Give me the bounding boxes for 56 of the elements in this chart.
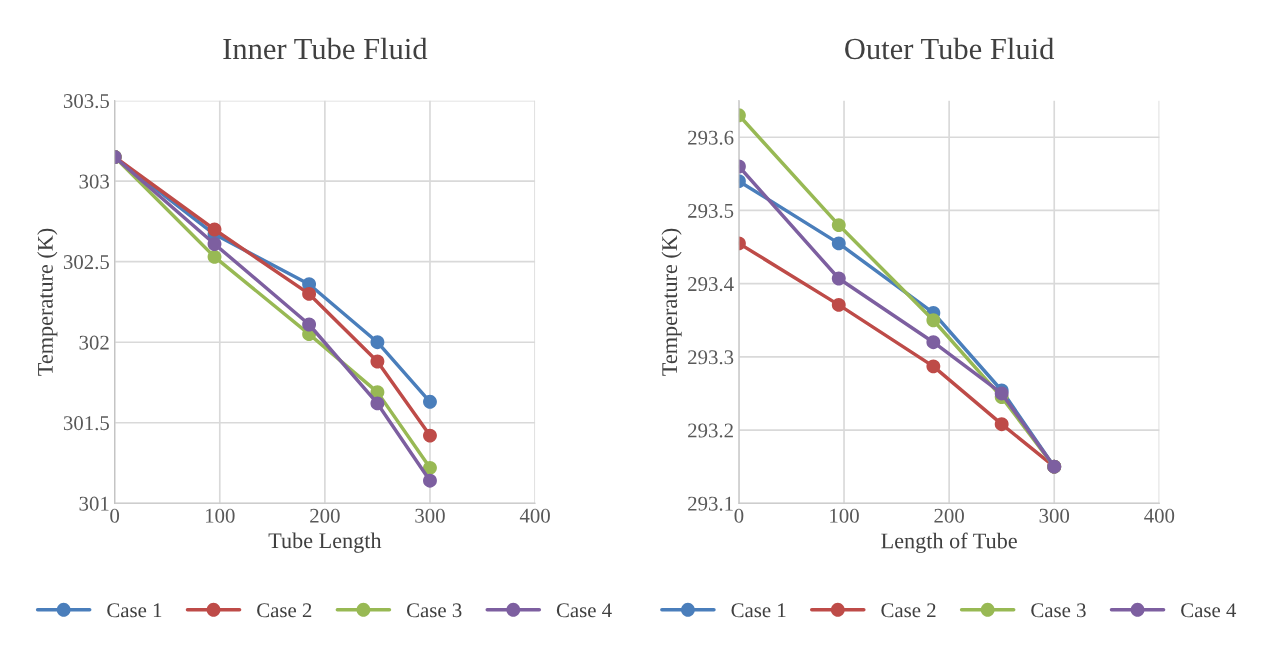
point bbox=[831, 271, 846, 286]
y-tick-label: 301.5 bbox=[63, 416, 109, 431]
point bbox=[370, 335, 385, 350]
y-tick-label: 301 bbox=[79, 496, 109, 511]
legend-label: Case 3 bbox=[406, 603, 462, 618]
y-tick-label: 302.5 bbox=[63, 255, 109, 270]
legend-label: Case 4 bbox=[556, 603, 612, 618]
x-tick-label: 400 bbox=[1144, 508, 1175, 523]
legend-label: Case 1 bbox=[107, 603, 162, 618]
y-tick-label: 293.2 bbox=[688, 423, 733, 438]
point bbox=[302, 286, 317, 301]
point bbox=[423, 460, 437, 475]
point bbox=[926, 335, 941, 350]
y-tick-label: 293.5 bbox=[688, 203, 734, 218]
y-tick-label: 302 bbox=[79, 335, 109, 350]
x-tick-label: 200 bbox=[310, 508, 340, 523]
legend-label: Case 2 bbox=[881, 603, 936, 618]
point bbox=[831, 236, 846, 251]
x-tick-label: 400 bbox=[519, 508, 550, 523]
chart-title: Outer Tube Fluid bbox=[845, 37, 1055, 60]
y-tick-label: 293.6 bbox=[688, 130, 734, 145]
x-tick-label: 0 bbox=[734, 508, 744, 523]
x-tick-label: 300 bbox=[415, 508, 445, 523]
point bbox=[207, 249, 222, 264]
point bbox=[831, 218, 846, 233]
x-tick-label: 200 bbox=[934, 508, 964, 523]
y-axis-title: Temperature (K) bbox=[661, 228, 682, 376]
y-tick-label: 303.5 bbox=[63, 94, 109, 109]
legend-label: Case 3 bbox=[1031, 603, 1086, 618]
point bbox=[370, 354, 385, 369]
point bbox=[831, 297, 846, 312]
legend-label: Case 4 bbox=[1181, 603, 1237, 618]
legend-label: Case 2 bbox=[257, 603, 312, 618]
point bbox=[207, 237, 222, 251]
point bbox=[926, 359, 941, 374]
x-tick-label: 100 bbox=[205, 508, 235, 523]
y-tick-label: 303 bbox=[79, 174, 109, 189]
y-tick-label: 293.1 bbox=[688, 496, 733, 511]
legend-label: Case 1 bbox=[731, 603, 786, 618]
chart-title: Inner Tube Fluid bbox=[223, 37, 428, 60]
y-tick-label: 293.4 bbox=[688, 277, 734, 292]
point bbox=[207, 222, 222, 237]
x-axis-title: Length of Tube bbox=[881, 532, 1017, 553]
y-tick-label: 293.3 bbox=[688, 350, 734, 365]
x-tick-label: 0 bbox=[110, 508, 120, 523]
y-axis-title: Temperature (K) bbox=[37, 228, 58, 376]
point bbox=[370, 396, 385, 411]
x-axis-title: Tube Length bbox=[268, 532, 382, 553]
point bbox=[423, 394, 437, 409]
x-tick-label: 100 bbox=[830, 508, 859, 523]
point bbox=[926, 313, 941, 328]
point bbox=[423, 428, 437, 443]
point bbox=[994, 417, 1009, 432]
x-tick-label: 300 bbox=[1039, 508, 1070, 523]
point bbox=[423, 473, 437, 488]
point bbox=[302, 317, 317, 332]
